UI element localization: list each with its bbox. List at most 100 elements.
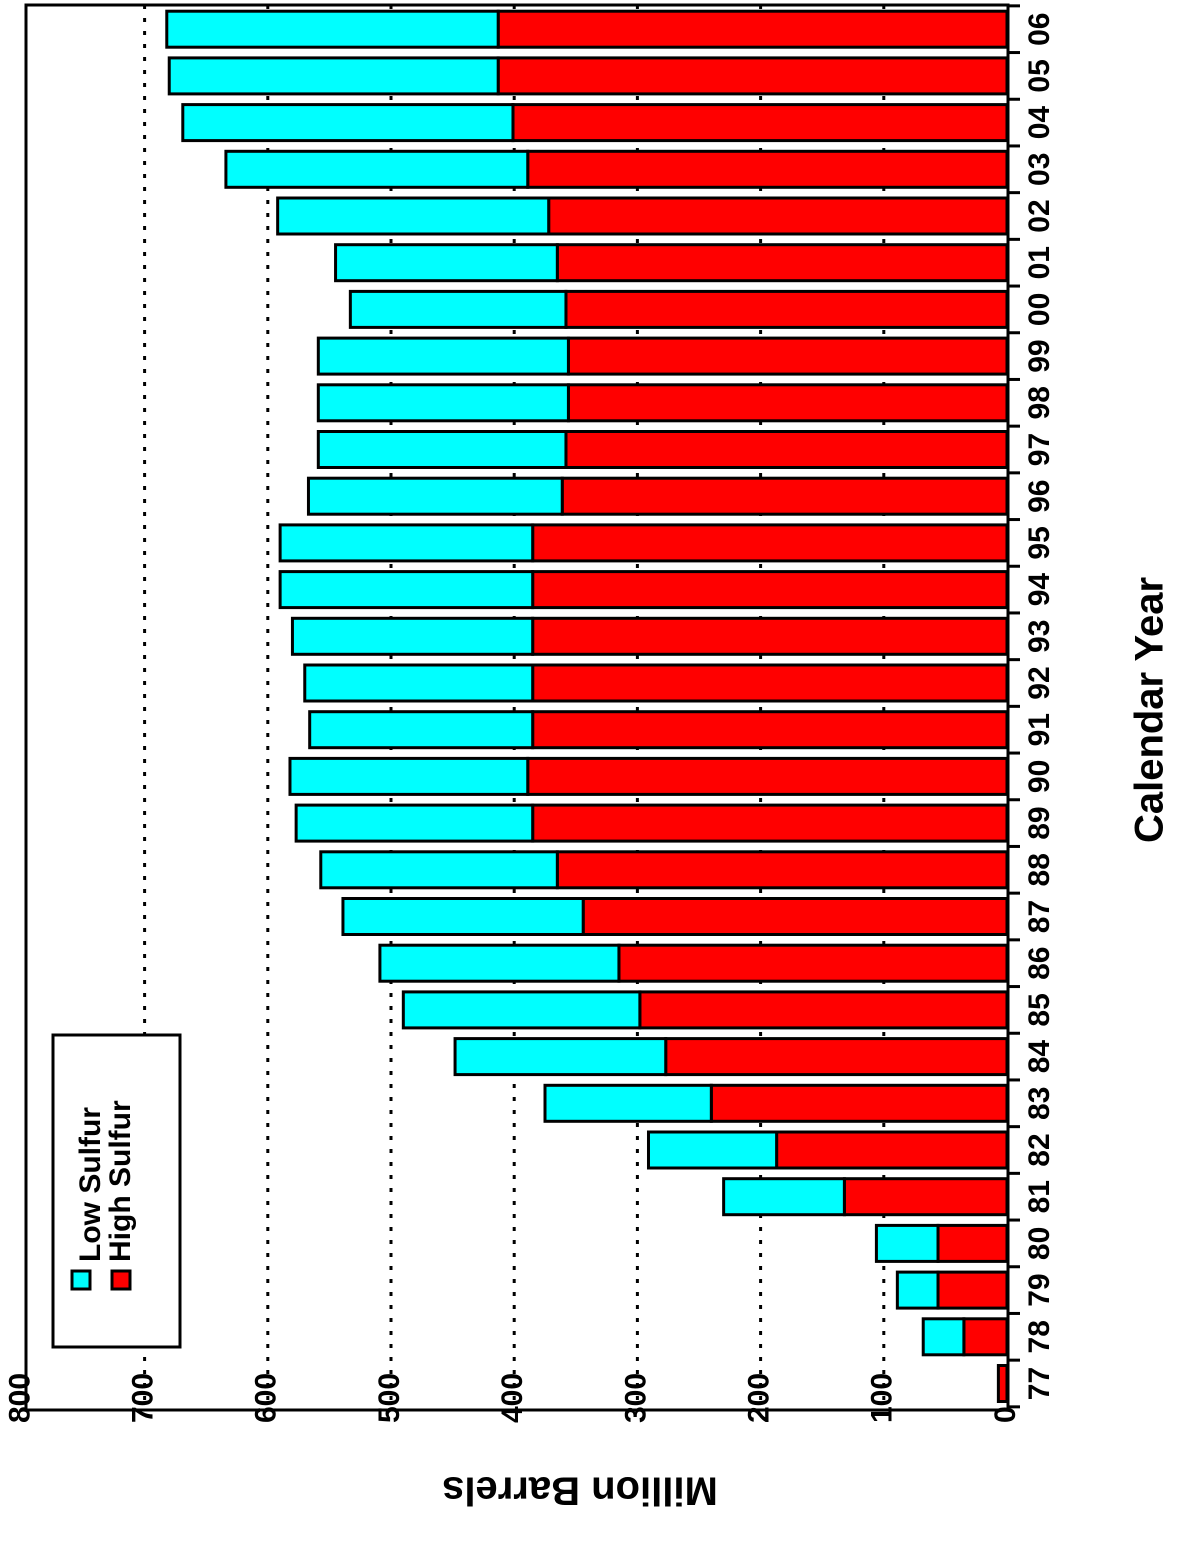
bar-high-sulfur (531, 663, 1009, 703)
x-axis-title: Calendar Year (1128, 577, 1172, 843)
bar-high-sulfur (531, 523, 1009, 563)
bar-low-sulfur (167, 56, 500, 96)
bar-high-sulfur (555, 243, 1009, 283)
bar-low-sulfur (334, 243, 559, 283)
x-axis-tick-labels: 77 78 79 80 81 82 83 84 85 86 87 88 89 90 91 92 93 94 95 96… (1023, 13, 1056, 1401)
x-tick-label: 04 (1023, 106, 1056, 140)
bar-low-sulfur (646, 1130, 779, 1170)
bar-low-sulfur (278, 570, 535, 610)
bar-low-sulfur (224, 149, 530, 189)
plot-area (24, 3, 1020, 1412)
legend-swatch-high-sulfur (110, 1269, 132, 1291)
x-tick-label: 03 (1023, 153, 1056, 186)
bar-high-sulfur (526, 149, 1009, 189)
bar-low-sulfur (290, 616, 535, 656)
bar-high-sulfur (581, 897, 1009, 936)
bar-high-sulfur (638, 990, 1009, 1030)
y-tick-label: 500 (373, 1373, 406, 1423)
bar-high-sulfur (775, 1130, 1009, 1170)
bar-high-sulfur (564, 289, 1009, 329)
bar-low-sulfur (378, 943, 621, 983)
bar-low-sulfur (921, 1317, 966, 1357)
x-tick-label: 77 (1023, 1367, 1056, 1400)
x-tick-label: 99 (1023, 339, 1056, 372)
bar-low-sulfur (303, 663, 535, 703)
x-tick-label: 87 (1023, 900, 1056, 933)
x-tick-label: 92 (1023, 666, 1056, 699)
bar-low-sulfur (874, 1223, 940, 1263)
bar-high-sulfur (566, 336, 1009, 376)
x-tick-label: 02 (1023, 199, 1056, 232)
bar-high-sulfur (511, 103, 1009, 143)
legend-label-low-sulfur: Low Sulfur (74, 1107, 107, 1262)
x-tick-label: 84 (1023, 1040, 1056, 1074)
bar-high-sulfur (526, 756, 1009, 796)
y-tick-label: 200 (743, 1373, 776, 1423)
legend-swatch-low-sulfur (70, 1269, 92, 1291)
x-tick-label: 93 (1023, 620, 1056, 653)
bar-low-sulfur (288, 756, 530, 796)
bar-low-sulfur (722, 1177, 846, 1217)
x-tick-label: 80 (1023, 1227, 1056, 1260)
bar-high-sulfur (560, 476, 1009, 516)
y-tick-label: 400 (496, 1373, 529, 1423)
x-tick-label: 83 (1023, 1087, 1056, 1120)
x-tick-label: 88 (1023, 853, 1056, 886)
x-tick-label: 89 (1023, 806, 1056, 839)
bar-high-sulfur (531, 803, 1009, 843)
bar-low-sulfur (276, 196, 551, 236)
bar-low-sulfur (316, 336, 570, 376)
bar-low-sulfur (278, 523, 535, 563)
bar-high-sulfur (842, 1177, 1009, 1217)
bar-low-sulfur (341, 897, 585, 936)
x-tick-label: 00 (1023, 293, 1056, 326)
plot-frame (24, 3, 1010, 1412)
x-tick-label: 95 (1023, 526, 1056, 559)
bar-high-sulfur (555, 850, 1009, 890)
bar-high-sulfur (709, 1083, 1009, 1123)
bar-low-sulfur (294, 803, 535, 843)
y-tick-label: 0 (989, 1406, 1022, 1423)
bar-high-sulfur (962, 1317, 1009, 1357)
bar-high-sulfur (531, 710, 1009, 750)
bar-high-sulfur (531, 616, 1009, 656)
bar-low-sulfur (453, 1037, 668, 1077)
x-tick-label: 06 (1023, 13, 1056, 46)
bar-high-sulfur (936, 1270, 1009, 1310)
bar-low-sulfur (348, 289, 568, 329)
y-tick-label: 300 (619, 1373, 652, 1423)
bar-low-sulfur (181, 103, 515, 143)
x-tick-label: 91 (1023, 713, 1056, 746)
bar-low-sulfur (316, 430, 568, 469)
x-axis-ticks (1008, 4, 1020, 1409)
x-tick-label: 96 (1023, 480, 1056, 513)
bar-low-sulfur (165, 9, 500, 49)
y-tick-label: 700 (127, 1373, 160, 1423)
bar-low-sulfur (308, 710, 535, 750)
legend-box (51, 1033, 182, 1349)
bar-high-sulfur (664, 1037, 1009, 1077)
x-tick-label: 90 (1023, 760, 1056, 793)
bar-high-sulfur (566, 383, 1009, 423)
y-tick-label: 100 (866, 1373, 899, 1423)
x-tick-label: 85 (1023, 993, 1056, 1026)
y-tick-label: 600 (250, 1373, 283, 1423)
bar-low-sulfur (319, 850, 559, 890)
x-tick-label: 94 (1023, 573, 1056, 607)
y-axis-title: Million Barrels (442, 1468, 718, 1512)
y-tick-label: 800 (3, 1373, 36, 1423)
bar-low-sulfur (401, 990, 642, 1030)
bar-high-sulfur (936, 1223, 1009, 1263)
x-tick-label: 97 (1023, 433, 1056, 466)
bars (165, 9, 1009, 1403)
bar-high-sulfur (496, 9, 1009, 49)
legend: Low Sulfur High Sulfur (51, 1033, 182, 1349)
x-tick-label: 01 (1023, 246, 1056, 279)
bar-low-sulfur (306, 476, 564, 516)
bar-low-sulfur (316, 383, 570, 423)
x-tick-label: 81 (1023, 1180, 1056, 1213)
x-tick-label: 86 (1023, 947, 1056, 980)
y-axis-tick-labels: 0 100 200 300 400 500 600 700 800 (3, 1373, 1022, 1423)
bar-high-sulfur (617, 943, 1009, 983)
